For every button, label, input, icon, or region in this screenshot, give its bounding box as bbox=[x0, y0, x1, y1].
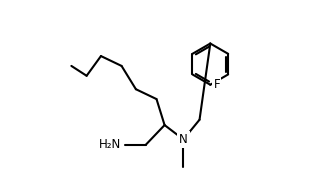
Text: N: N bbox=[179, 133, 188, 146]
Text: F: F bbox=[213, 78, 220, 91]
Text: H₂N: H₂N bbox=[99, 138, 122, 151]
